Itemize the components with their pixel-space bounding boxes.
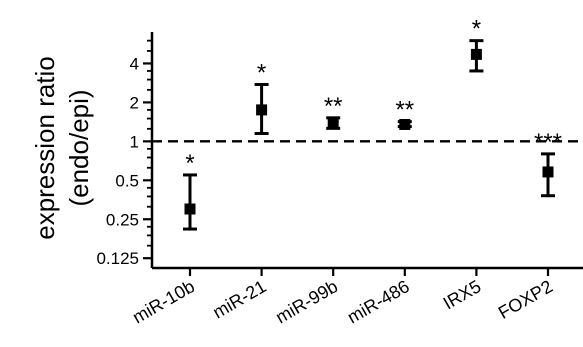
x-tick-label: miR-10b [129, 276, 198, 327]
data-point [399, 118, 411, 130]
significance-label: ** [395, 97, 414, 124]
y-axis-label-group: expression ratio (endo/epi) [30, 56, 94, 240]
y-axis-label-unit: (endo/epi) [64, 89, 94, 206]
data-marks: **** ****** [183, 16, 562, 231]
significance-label: *** [534, 129, 562, 156]
x-axis-ticks: miR-10b miR-21 miR-99b miR-486 IRX5 FOXP2 [129, 268, 556, 327]
significance-label: * [185, 150, 194, 177]
data-point-group: * [183, 150, 197, 231]
data-point-group: *** [534, 129, 562, 198]
data-point [256, 104, 268, 116]
data-point-group: * [254, 60, 269, 135]
y-tick-label: 0.5 [115, 171, 139, 190]
significance-label: * [472, 16, 481, 43]
y-axis-ticks: 0.125 0.25 0.5 1 2 4 [96, 39, 152, 268]
data-point-group: ** [395, 97, 414, 130]
y-tick-label: 1 [130, 132, 139, 151]
y-tick-label: 0.125 [96, 249, 139, 268]
data-point [470, 48, 482, 60]
data-point [327, 116, 339, 128]
x-tick-label: miR-21 [209, 276, 269, 322]
data-point [184, 203, 196, 215]
axes [150, 32, 583, 270]
y-tick-label: 4 [130, 54, 139, 73]
significance-label: ** [324, 93, 343, 120]
x-tick-label: FOXP2 [495, 276, 556, 323]
x-tick-label: miR-99b [272, 276, 341, 327]
x-tick-label: IRX5 [440, 276, 485, 313]
y-tick-label: 0.25 [106, 210, 139, 229]
significance-label: * [257, 60, 266, 87]
data-point [542, 166, 554, 178]
y-tick-label: 2 [130, 93, 139, 112]
x-tick-label: miR-486 [344, 276, 413, 327]
y-axis-label: expression ratio [30, 56, 60, 240]
data-point-group: ** [324, 93, 343, 130]
data-point-group: * [469, 16, 484, 73]
